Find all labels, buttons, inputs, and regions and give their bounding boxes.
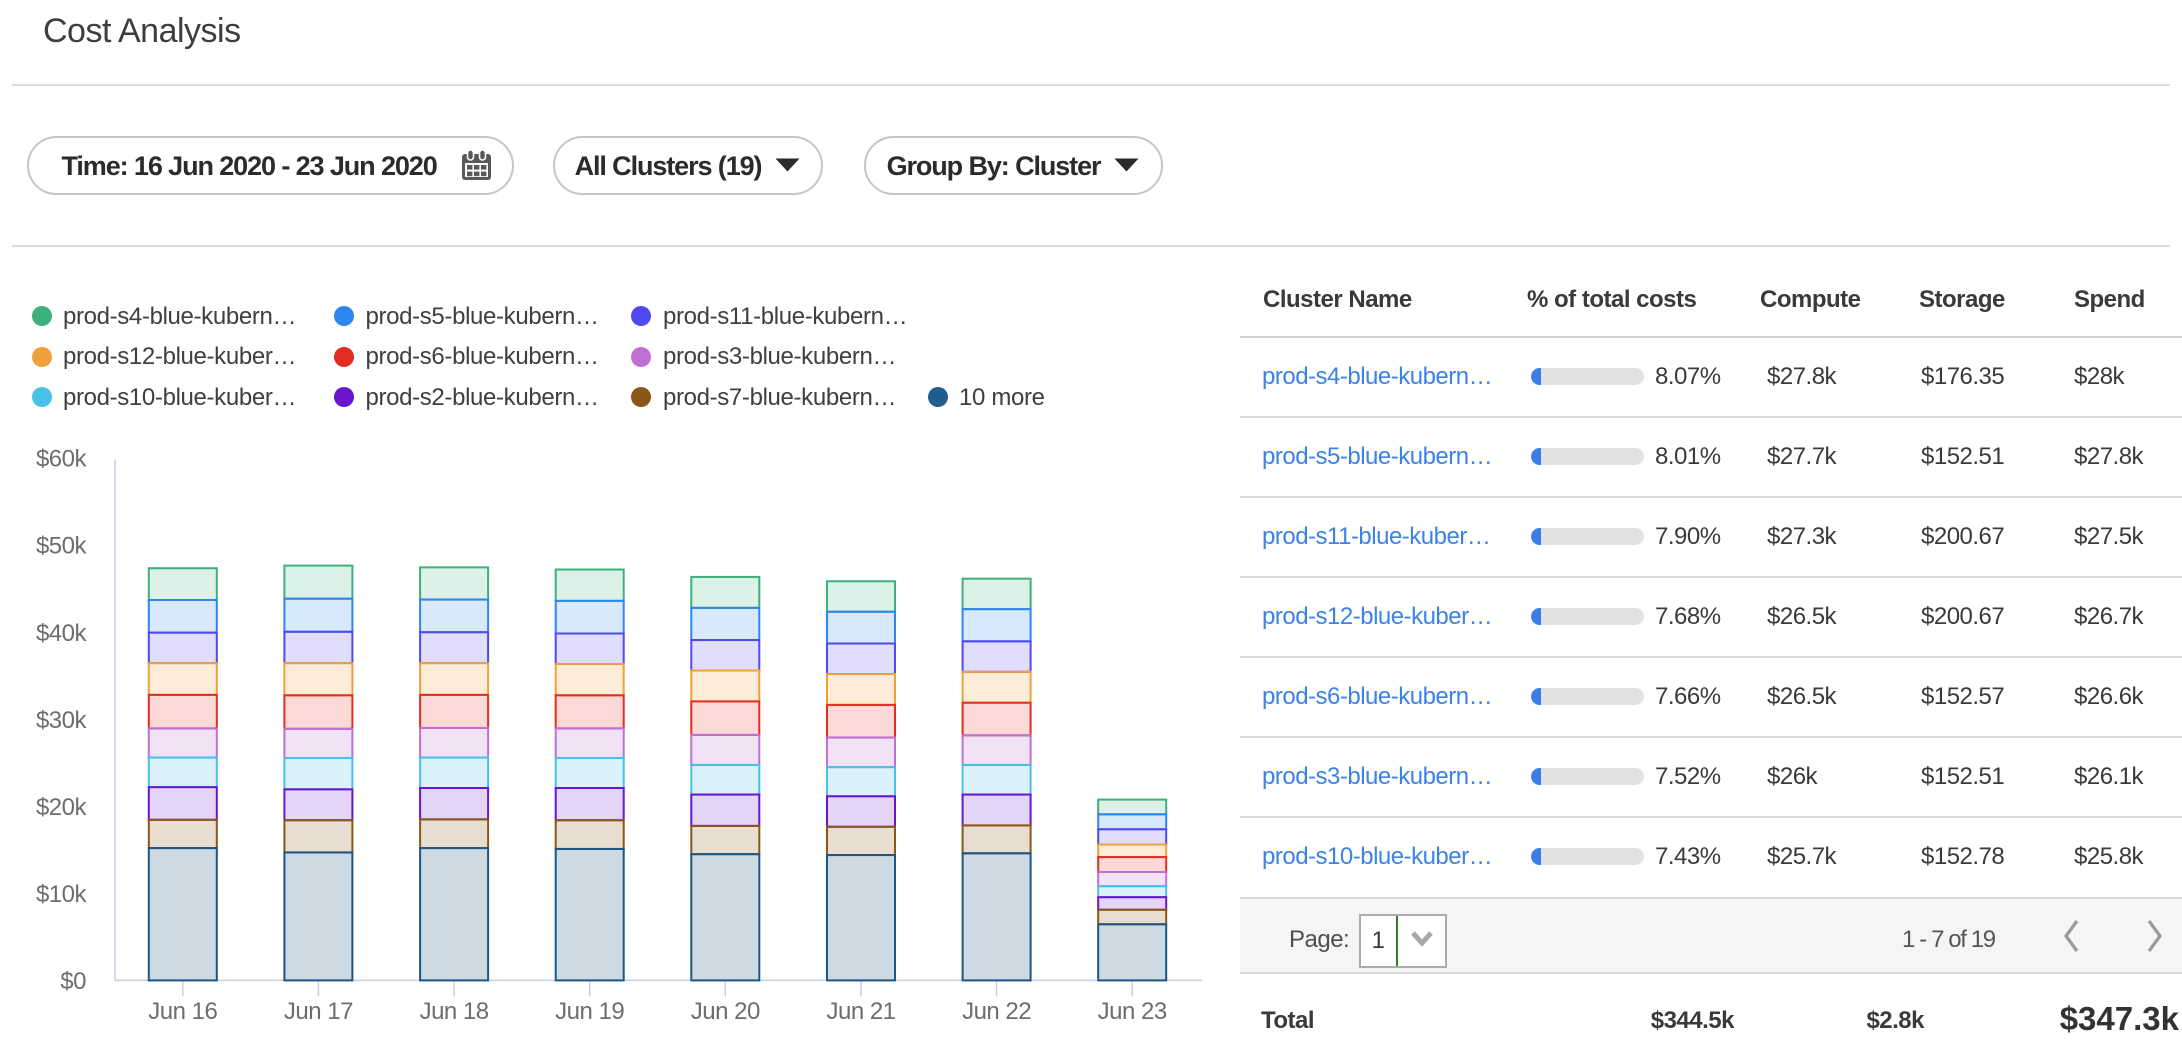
svg-text:$40k: $40k [36,620,88,647]
svg-text:Jun 17: Jun 17 [284,998,353,1025]
svg-text:Jun 18: Jun 18 [420,998,489,1025]
svg-text:$60k: $60k [36,446,88,473]
svg-text:Jun 19: Jun 19 [555,998,624,1025]
svg-text:Jun 20: Jun 20 [691,998,760,1025]
svg-text:$10k: $10k [36,881,88,908]
svg-text:$30k: $30k [36,707,88,734]
svg-text:Jun 23: Jun 23 [1098,998,1167,1025]
svg-text:Jun 21: Jun 21 [826,998,895,1025]
svg-text:$50k: $50k [36,533,88,560]
svg-text:Jun 22: Jun 22 [962,998,1031,1025]
svg-text:$20k: $20k [36,794,88,821]
svg-text:Jun 16: Jun 16 [148,998,217,1025]
svg-text:$0: $0 [60,968,86,995]
